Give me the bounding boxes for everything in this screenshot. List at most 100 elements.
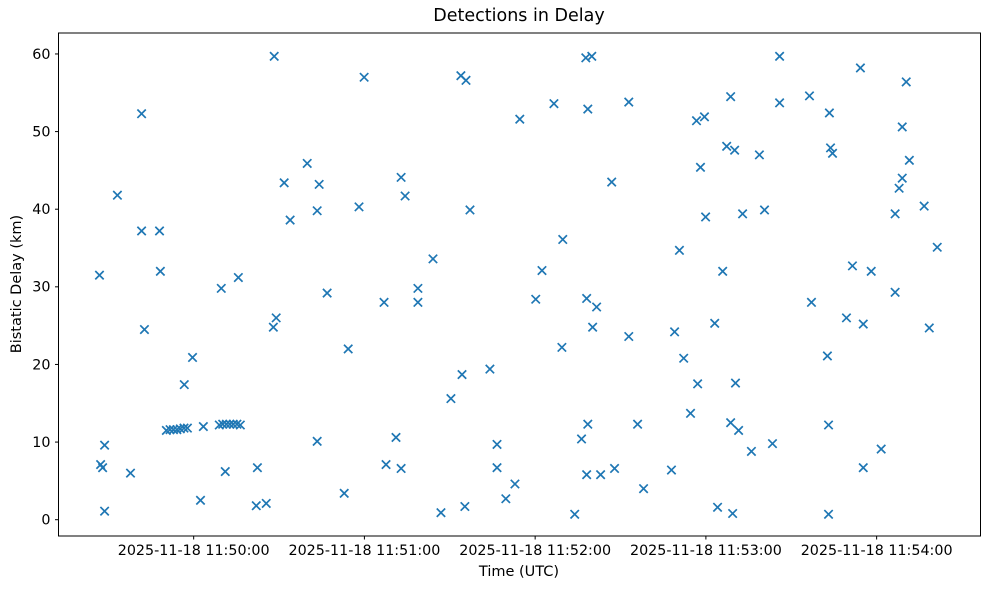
data-point-marker — [492, 439, 502, 450]
y-tick-label: 30 — [32, 280, 50, 296]
data-point-marker — [155, 266, 166, 277]
data-point-marker — [557, 342, 567, 353]
data-point-marker — [587, 322, 598, 332]
data-point-marker — [492, 462, 502, 473]
data-point-marker — [221, 419, 232, 430]
data-point-marker — [557, 234, 568, 245]
data-point-marker — [709, 318, 720, 329]
data-point-marker — [733, 425, 744, 436]
data-point-marker — [730, 378, 741, 388]
data-point-marker — [461, 75, 471, 86]
data-point-marker — [139, 324, 150, 335]
data-point-marker — [569, 509, 580, 520]
data-point-marker — [685, 408, 696, 419]
data-point-marker — [806, 297, 817, 308]
data-point-marker — [396, 172, 406, 183]
y-tick-label: 40 — [32, 202, 50, 218]
data-point-marker — [890, 209, 900, 219]
data-point-marker — [823, 420, 834, 430]
data-point-marker — [279, 178, 289, 188]
data-point-marker — [261, 498, 272, 509]
data-point-marker — [396, 463, 406, 474]
data-point-marker — [700, 212, 711, 222]
data-point-marker — [822, 351, 833, 361]
data-point-marker — [774, 98, 785, 108]
data-point-marker — [919, 201, 929, 211]
data-point-marker — [198, 421, 209, 432]
data-point-marker — [165, 424, 175, 435]
data-point-marker — [271, 313, 281, 323]
data-point-marker — [232, 419, 242, 430]
data-point-marker — [195, 495, 206, 506]
data-point-marker — [302, 158, 313, 169]
x-tick-label: 2025-11-18 11:51:00 — [288, 543, 440, 559]
data-point-marker — [609, 463, 620, 474]
data-point-marker — [858, 319, 869, 329]
data-point-marker — [581, 469, 592, 480]
data-point-marker — [187, 352, 198, 363]
y-tick-label: 60 — [32, 47, 50, 63]
data-point-marker — [179, 379, 190, 390]
data-point-marker — [457, 369, 467, 380]
x-tick-label: 2025-11-18 11:50:00 — [118, 543, 270, 559]
data-point-marker — [586, 51, 597, 62]
data-point-marker — [576, 434, 587, 444]
data-point-marker — [754, 150, 765, 160]
data-point-marker — [729, 145, 740, 156]
data-point-marker — [413, 283, 423, 294]
data-point-marker — [285, 215, 295, 225]
data-point-marker — [269, 51, 280, 62]
data-point-marker — [827, 148, 838, 159]
data-point-marker — [339, 488, 350, 499]
data-point-marker — [312, 205, 322, 216]
data-point-marker — [428, 254, 438, 264]
data-point-marker — [220, 466, 231, 477]
x-tick-label: 2025-11-18 11:52:00 — [459, 543, 611, 559]
data-point-marker — [99, 440, 110, 450]
data-point-marker — [179, 423, 189, 433]
data-point-marker — [465, 205, 475, 215]
data-point-marker — [638, 483, 649, 494]
data-point-marker — [582, 419, 593, 430]
data-point-marker — [695, 162, 706, 173]
data-point-marker — [581, 53, 591, 63]
x-axis-label: Time (UTC) — [478, 564, 560, 580]
data-point-marker — [99, 506, 110, 516]
data-point-marker — [924, 323, 935, 333]
data-point-marker — [381, 459, 391, 470]
data-point-marker — [514, 114, 525, 124]
x-tick-label: 2025-11-18 11:54:00 — [801, 543, 953, 559]
data-point-marker — [436, 507, 446, 518]
data-point-marker — [699, 112, 710, 122]
data-point-marker — [251, 500, 262, 511]
data-point-marker — [501, 493, 511, 504]
data-point-marker — [136, 226, 147, 236]
data-point-marker — [112, 190, 123, 201]
data-point-marker — [510, 479, 520, 489]
data-point-marker — [721, 141, 732, 152]
data-point-marker — [446, 393, 456, 404]
data-point-marker — [530, 294, 541, 305]
data-point-marker — [904, 155, 915, 166]
y-tick-label: 0 — [41, 512, 50, 528]
data-point-marker — [582, 104, 593, 114]
data-point-marker — [379, 297, 389, 308]
data-point-marker — [717, 266, 728, 277]
data-point-marker — [172, 424, 182, 435]
y-tick-label: 10 — [32, 435, 50, 451]
data-point-marker — [235, 420, 246, 430]
data-point-marker — [894, 183, 904, 194]
data-point-marker — [391, 432, 401, 443]
data-point-marker — [233, 272, 244, 283]
data-point-marker — [632, 419, 643, 430]
data-point-marker — [182, 423, 193, 433]
data-point-marker — [252, 462, 263, 473]
data-point-marker — [413, 297, 423, 308]
data-point-marker — [890, 287, 900, 298]
data-point-marker — [217, 419, 228, 430]
y-tick-label: 50 — [32, 124, 50, 140]
data-point-marker — [154, 226, 165, 236]
data-point-marker — [674, 245, 685, 256]
data-point-marker — [691, 115, 702, 126]
